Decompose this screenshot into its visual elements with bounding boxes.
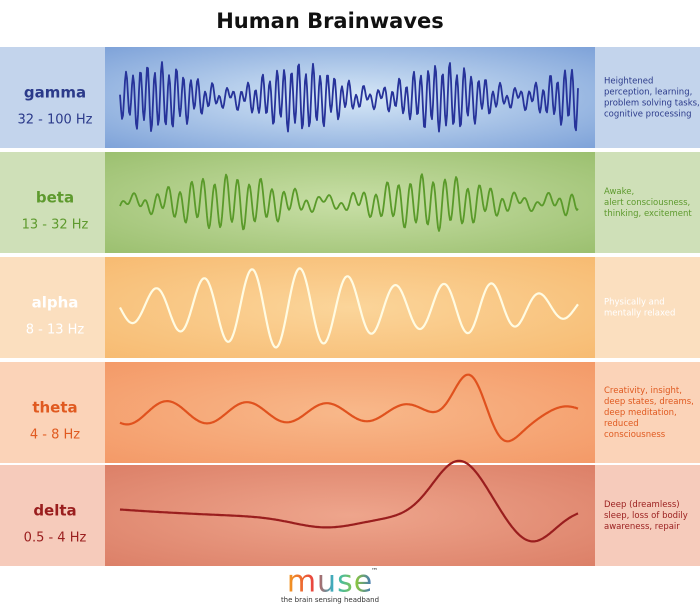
band-wave-cell bbox=[105, 362, 595, 463]
band-description: mentally relaxed bbox=[604, 309, 675, 319]
band-desc-cell bbox=[595, 465, 700, 566]
band-description: Heightened bbox=[604, 77, 653, 87]
band-description: problem solving tasks, bbox=[604, 99, 700, 109]
band-label-cell bbox=[0, 362, 105, 463]
band-description: sleep, loss of bodily bbox=[604, 511, 688, 521]
logo-mark: ™ bbox=[371, 567, 378, 575]
band-description: perception, learning, bbox=[604, 88, 692, 98]
band-range: 8 - 13 Hz bbox=[26, 323, 85, 338]
band-label-cell bbox=[0, 257, 105, 358]
band-name: beta bbox=[36, 189, 74, 207]
band-description: reduced bbox=[604, 419, 639, 429]
tagline: the brain sensing headband bbox=[281, 596, 379, 604]
band-description: consciousness bbox=[604, 430, 666, 440]
band-desc-cell bbox=[595, 152, 700, 253]
band-description: deep states, dreams, bbox=[604, 397, 694, 407]
band-description: Physically and bbox=[604, 298, 665, 308]
band-description: deep meditation, bbox=[604, 408, 677, 418]
band-name: alpha bbox=[32, 294, 79, 312]
wave bbox=[119, 61, 579, 133]
title: Human Brainwaves bbox=[216, 9, 444, 33]
band-range: 4 - 8 Hz bbox=[30, 428, 80, 443]
band-description: cognitive processing bbox=[604, 110, 691, 120]
band-wave-cell bbox=[105, 257, 595, 358]
wave bbox=[119, 173, 579, 232]
band-desc-cell bbox=[595, 257, 700, 358]
wave bbox=[119, 373, 579, 443]
band-description: alert consciousness, bbox=[604, 198, 690, 208]
band-description: Deep (dreamless) bbox=[604, 500, 680, 510]
band-label-cell bbox=[0, 152, 105, 253]
wave bbox=[119, 459, 579, 543]
band-desc-cell bbox=[595, 362, 700, 463]
band-name: theta bbox=[32, 399, 77, 417]
band-range: 0.5 - 4 Hz bbox=[24, 531, 87, 546]
band-wave-cell bbox=[105, 465, 595, 566]
band-description: Awake, bbox=[604, 187, 634, 197]
band-label-cell bbox=[0, 47, 105, 148]
wave bbox=[119, 267, 579, 349]
band-range: 32 - 100 Hz bbox=[17, 113, 92, 128]
band-name: gamma bbox=[24, 84, 86, 102]
band-name: delta bbox=[33, 502, 76, 520]
band-description: thinking, excitement bbox=[604, 209, 692, 219]
band-label-cell bbox=[0, 465, 105, 566]
logo: muse bbox=[287, 565, 373, 600]
band-desc-cell bbox=[595, 47, 700, 148]
band-range: 13 - 32 Hz bbox=[22, 218, 89, 233]
band-description: awareness, repair bbox=[604, 522, 680, 532]
band-description: Creativity, insight, bbox=[604, 386, 682, 396]
